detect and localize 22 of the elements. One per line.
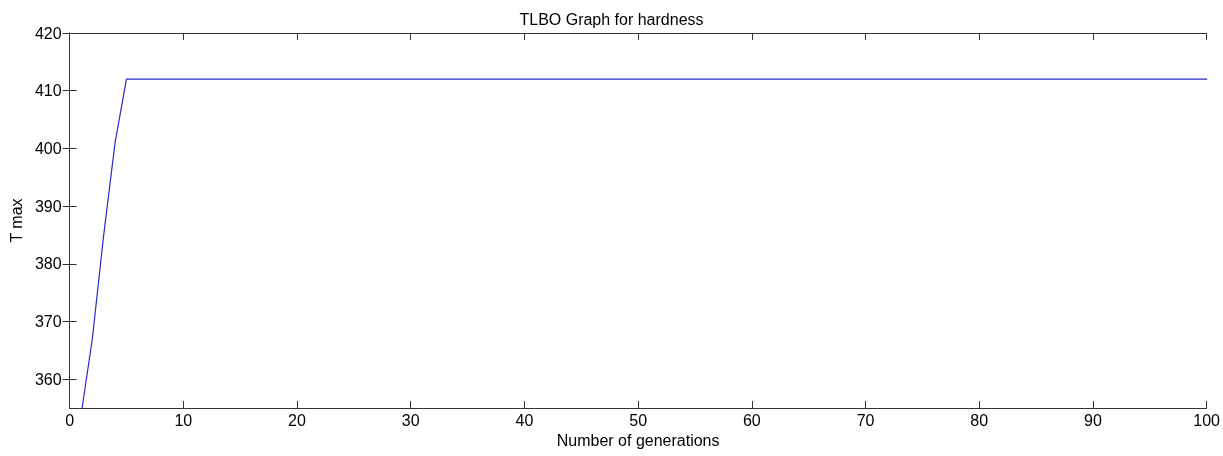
chart-title: TLBO Graph for hardness bbox=[519, 10, 704, 28]
y-tick-label: 360 bbox=[34, 370, 62, 388]
x-tick-label: 80 bbox=[970, 411, 989, 429]
y-tick-label: 410 bbox=[34, 82, 62, 100]
y-tick-label: 370 bbox=[34, 312, 62, 330]
x-tick-label: 20 bbox=[288, 411, 307, 429]
x-tick-label: 100 bbox=[1193, 411, 1221, 429]
x-tick-label: 50 bbox=[629, 411, 648, 429]
y-tick-label: 400 bbox=[34, 139, 62, 157]
x-axis-title: Number of generations bbox=[556, 432, 720, 450]
x-tick-label: 60 bbox=[742, 411, 761, 429]
y-axis-title: T max bbox=[7, 198, 25, 243]
line-series bbox=[81, 78, 1208, 409]
x-tick-label: 30 bbox=[401, 411, 420, 429]
x-tick-label: 70 bbox=[856, 411, 875, 429]
x-tick-label: 10 bbox=[174, 411, 193, 429]
x-tick-label: 0 bbox=[65, 411, 75, 429]
y-tick-label: 390 bbox=[34, 197, 62, 215]
x-tick-label: 40 bbox=[515, 411, 534, 429]
y-tick-label: 380 bbox=[34, 255, 62, 273]
x-tick-label: 90 bbox=[1084, 411, 1102, 429]
y-tick-label: 420 bbox=[34, 24, 62, 42]
